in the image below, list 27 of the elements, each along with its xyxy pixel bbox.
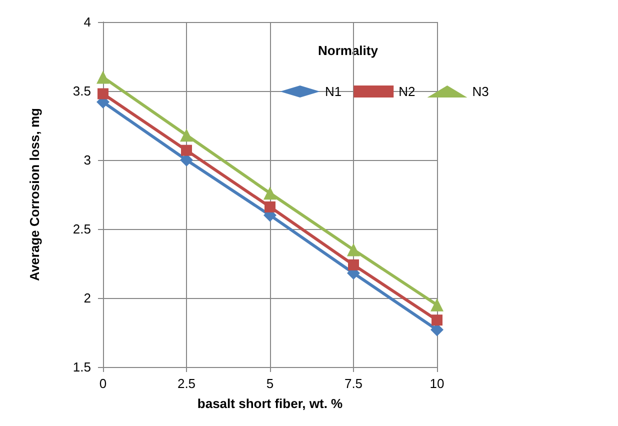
- point: [430, 298, 444, 312]
- point: [98, 88, 108, 100]
- x-tick-label: 5: [266, 376, 274, 391]
- point: [96, 70, 110, 84]
- point: [432, 314, 442, 326]
- legend-label: N3: [472, 84, 489, 99]
- point: [347, 243, 360, 256]
- x-tick-label: 10: [430, 376, 444, 391]
- x-tick-label: 2.5: [177, 376, 196, 391]
- point: [181, 144, 192, 156]
- point: [348, 259, 359, 270]
- y-tick-label: 3.5: [72, 84, 91, 98]
- legend-title: Normality: [318, 43, 379, 58]
- y-tick-label: 3: [84, 152, 91, 168]
- point: [264, 186, 276, 200]
- y-tick-label: 2.5: [72, 222, 91, 236]
- y-axis-title: Average Corrosion loss, mg: [27, 108, 42, 281]
- x-tick-label: 7.5: [344, 376, 363, 391]
- x-tick-label: 0: [99, 376, 107, 391]
- point: [180, 128, 193, 142]
- point: [264, 201, 276, 212]
- x-axis-title: basalt short fiber, wt. %: [197, 396, 344, 411]
- y-tick-label: 4: [84, 14, 91, 30]
- y-tick-label: 1.5: [72, 360, 91, 374]
- legend-label: N2: [398, 84, 416, 99]
- legend-label: N1: [325, 84, 342, 99]
- y-tick-label: 2: [84, 290, 91, 306]
